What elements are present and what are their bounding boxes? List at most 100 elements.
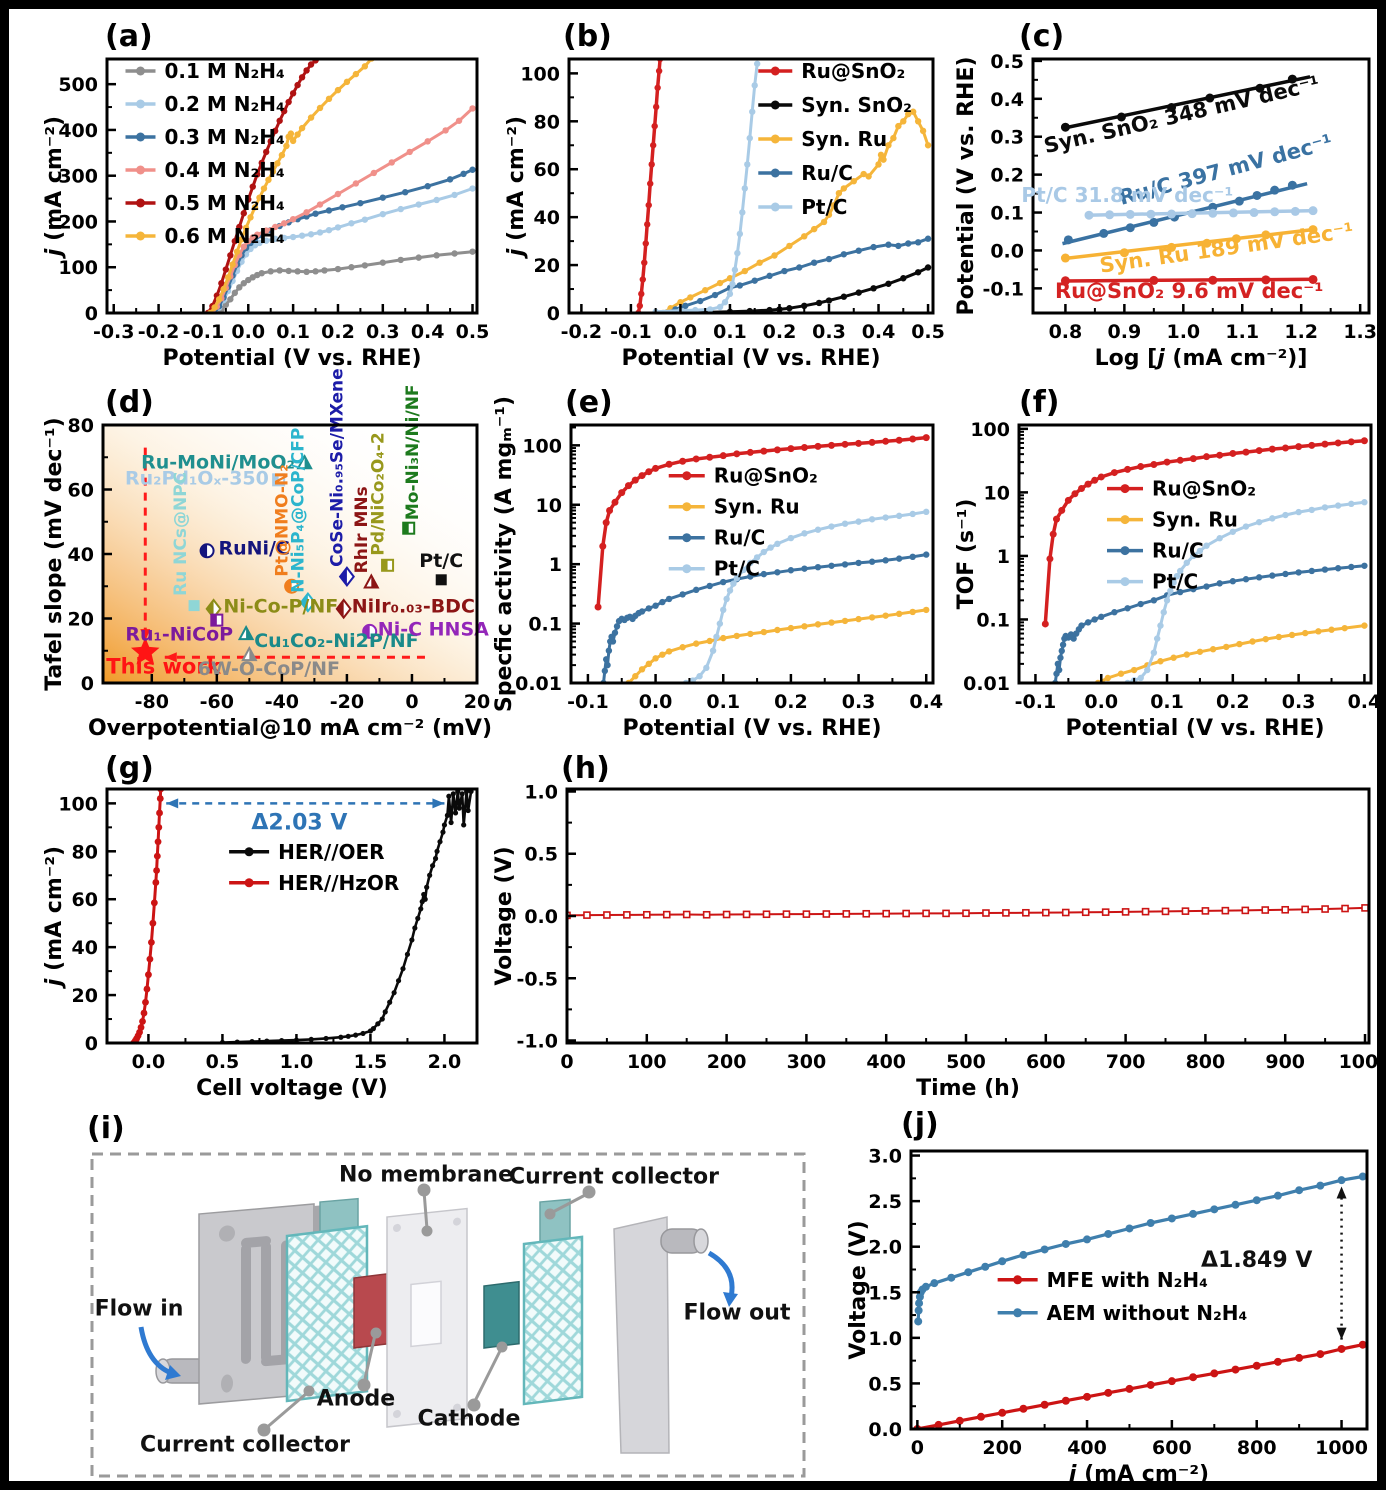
svg-text:300: 300: [787, 1051, 827, 1073]
svg-text:0.9: 0.9: [1108, 321, 1142, 343]
svg-text:0: 0: [81, 673, 94, 695]
panel-g: (g) 0.0 0.5 1.0 1.5 2.0 0 20 40 60 80 100 Cell volt…: [42, 751, 489, 1105]
panel-i-tag: (i): [87, 1111, 125, 1146]
svg-text:0.0: 0.0: [990, 240, 1024, 262]
svg-text:Pt/C: Pt/C: [1152, 570, 1198, 594]
svg-text:Ru₁-NiCoP: Ru₁-NiCoP: [125, 623, 233, 645]
svg-text:100: 100: [520, 63, 560, 85]
svg-text:80: 80: [68, 415, 94, 437]
panel-e-tag: (e): [565, 385, 613, 420]
svg-text:0.4: 0.4: [411, 321, 445, 343]
svg-text:Ru/C: Ru/C: [714, 526, 766, 550]
svg-text:0.4: 0.4: [862, 321, 896, 343]
svg-text:1.0: 1.0: [868, 1328, 902, 1350]
chart-f-tof: -0.1 0.0 0.1 0.2 0.3 0.4 0.01 0.1 1 10 100 Potentia…: [954, 419, 1382, 741]
svg-text:0.4 M N₂H₄: 0.4 M N₂H₄: [165, 158, 285, 182]
svg-text:2.0: 2.0: [868, 1237, 902, 1259]
chart-a-lsv-concentration: -0.3 -0.2 -0.1 0.0 0.1 0.2 0.3 0.4 0.5 0 100 200 300…: [42, 57, 490, 371]
svg-text:0.5: 0.5: [456, 321, 490, 343]
svg-text:2.0: 2.0: [428, 1051, 462, 1073]
svg-text:300: 300: [58, 166, 98, 188]
svg-text:0.0: 0.0: [868, 1419, 902, 1441]
panel-d: (d) This work Ru-MoNi/MoO₂ Ru₂Pd₁Oₓ-350 Ru …: [42, 368, 492, 745]
svg-text:-0.5: -0.5: [516, 968, 558, 990]
svg-text:60: 60: [72, 889, 98, 911]
chart-g-cell-voltage: 0.0 0.5 1.0 1.5 2.0 0 20 40 60 80 100 Cell voltage …: [42, 787, 479, 1101]
svg-text:0: 0: [85, 303, 98, 325]
svg-text:0: 0: [405, 691, 418, 713]
svg-text:100: 100: [522, 435, 562, 457]
panel-c-tag: (c): [1019, 19, 1065, 54]
svg-text:0.3: 0.3: [812, 321, 846, 343]
svg-text:Tafel slope (mV dec⁻¹): Tafel slope (mV dec⁻¹): [42, 417, 67, 690]
svg-text:1.0: 1.0: [524, 781, 558, 803]
svg-text:0.0: 0.0: [231, 321, 265, 343]
label-current-collector-top: Current collector: [509, 1164, 719, 1190]
label-no-membrane: No membrane: [339, 1162, 513, 1188]
panel-g-tag: (g): [105, 751, 154, 786]
flow-cell-border: [90, 1152, 806, 1478]
svg-text:0.3: 0.3: [366, 321, 400, 343]
svg-text:0.1 M N₂H₄: 0.1 M N₂H₄: [165, 59, 285, 83]
svg-text:3.0: 3.0: [868, 1146, 902, 1168]
svg-text:Pt/C: Pt/C: [419, 550, 463, 572]
svg-text:1000: 1000: [1339, 1051, 1386, 1073]
svg-text:600: 600: [1152, 1437, 1192, 1459]
svg-text:-0.1: -0.1: [982, 278, 1024, 300]
svg-text:0.0: 0.0: [639, 691, 673, 713]
svg-text:Voltage (V): Voltage (V): [492, 846, 517, 985]
svg-text:0: 0: [560, 1051, 573, 1073]
svg-text:0.4: 0.4: [909, 691, 943, 713]
svg-text:0.0: 0.0: [1084, 691, 1118, 713]
svg-text:200: 200: [707, 1051, 747, 1073]
svg-text:1.5: 1.5: [868, 1282, 902, 1304]
svg-text:0: 0: [547, 303, 560, 325]
svg-text:0.1: 0.1: [976, 609, 1010, 631]
svg-text:Potential (V vs. RHE): Potential (V vs. RHE): [162, 346, 421, 371]
svg-text:10: 10: [536, 495, 562, 517]
svg-text:Potential (V vs. RHE): Potential (V vs. RHE): [621, 346, 880, 371]
gasket-plate: [386, 1207, 468, 1428]
svg-text:RuNi/C: RuNi/C: [218, 538, 289, 560]
svg-text:-80: -80: [135, 691, 169, 713]
svg-text:Ru NCs@NPC: Ru NCs@NPC: [171, 472, 191, 596]
svg-text:100: 100: [58, 257, 98, 279]
svg-text:Voltage (V): Voltage (V): [846, 1220, 871, 1359]
svg-text:0.6 M N₂H₄: 0.6 M N₂H₄: [165, 224, 285, 248]
svg-text:0.4: 0.4: [1348, 691, 1382, 713]
svg-text:-0.1: -0.1: [610, 321, 652, 343]
svg-text:Potential (V vs. RHE): Potential (V vs. RHE): [622, 716, 881, 741]
svg-text:-60: -60: [200, 691, 234, 713]
svg-text:100: 100: [970, 419, 1010, 441]
svg-text:-0.3: -0.3: [93, 321, 135, 343]
panel-i: (i): [69, 1111, 829, 1481]
svg-text:Log [j (mA cm⁻²)]: Log [j (mA cm⁻²)]: [1095, 346, 1308, 371]
svg-text:40: 40: [68, 544, 94, 566]
svg-text:Cu₁Co₂-Ni2P/NF: Cu₁Co₂-Ni2P/NF: [254, 630, 418, 652]
flow-arrows: [138, 1250, 738, 1380]
svg-text:0.3: 0.3: [1282, 691, 1316, 713]
label-current-collector-bottom: Current collector: [140, 1432, 350, 1458]
svg-text:0: 0: [85, 1033, 98, 1055]
label-cathode: Cathode: [417, 1406, 521, 1432]
svg-text:Ru-MoNi/MoO₂: Ru-MoNi/MoO₂: [141, 452, 295, 474]
svg-text:0: 0: [911, 1437, 924, 1459]
svg-text:Specfic activity (A mgₘ⁻¹): Specfic activity (A mgₘ⁻¹): [492, 396, 517, 712]
svg-text:Ru@SnO₂: Ru@SnO₂: [1152, 477, 1256, 501]
svg-text:200: 200: [58, 211, 98, 233]
svg-text:-0.1: -0.1: [1015, 691, 1057, 713]
cathode-plate: [483, 1280, 520, 1349]
svg-text:MFE with N₂H₄: MFE with N₂H₄: [1047, 1268, 1208, 1292]
svg-text:0.5: 0.5: [206, 1051, 240, 1073]
svg-text:N-Ni₅P₄@CoP/CFP: N-Ni₅P₄@CoP/CFP: [289, 428, 309, 593]
panel-b: (b) -0.2 -0.1 0.0 0.1 0.2 0.3 0.4 0.5 0 20 40 60 80 1…: [504, 19, 945, 375]
panel-f: (f) -0.1 0.0 0.1 0.2 0.3 0.4 0.01 0.1 1 10 100 Pote…: [954, 385, 1382, 745]
svg-text:j (mA cm⁻²): j (mA cm⁻²): [1066, 1462, 1209, 1487]
svg-text:1000: 1000: [1315, 1437, 1368, 1459]
svg-text:800: 800: [1186, 1051, 1226, 1073]
svg-text:Δ2.03 V: Δ2.03 V: [251, 811, 347, 836]
svg-text:Pt/C: Pt/C: [801, 195, 847, 219]
svg-text:Time (h): Time (h): [916, 1076, 1020, 1101]
svg-text:0.4: 0.4: [990, 89, 1024, 111]
chart-b-lsv-catalysts: -0.2 -0.1 0.0 0.1 0.2 0.3 0.4 0.5 0 20 40 60 80 100 Po…: [504, 57, 945, 371]
